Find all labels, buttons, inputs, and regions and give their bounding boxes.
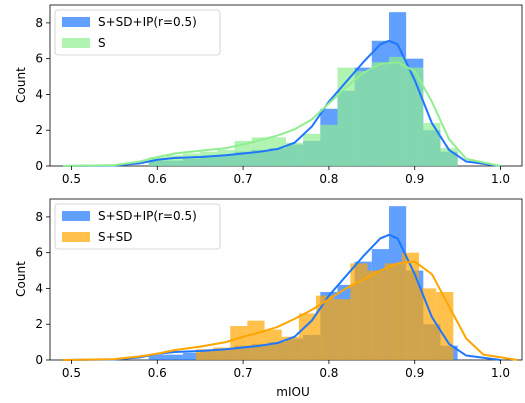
legend-swatch-bottom-series-2 <box>62 232 90 242</box>
bar-top-series-2-bin-17 <box>423 123 441 166</box>
y-tick-label-top-5: 8 <box>35 16 43 30</box>
legend-label-bottom-series-2: S+SD <box>98 230 133 244</box>
x-tick-label-bottom-5: 0.9 <box>405 366 424 380</box>
y-tick-label-bottom-4: 6 <box>35 246 43 260</box>
x-tick-label-top-1: 0.5 <box>62 172 81 186</box>
y-tick-label-top-4: 6 <box>35 52 43 66</box>
kde-line-top-series-2 <box>62 61 501 167</box>
bar-bottom-series-2-bin-3 <box>230 326 248 360</box>
kde-top <box>62 39 501 167</box>
bar-top-series-2-bin-3 <box>183 153 201 166</box>
kde-bottom <box>62 233 518 361</box>
bar-top-series-2-bin-10 <box>303 133 321 166</box>
legend-box-top <box>54 9 221 56</box>
x-tick-label-bottom-4: 0.8 <box>319 366 338 380</box>
axes-top: 0.5 0.6 0.7 0.8 0.9 1.0 0 2 4 6 8 <box>35 16 510 186</box>
y-tick-label-top-1: 0 <box>35 159 43 173</box>
bar-bottom-series-2-bin-6 <box>281 336 299 360</box>
x-tick-label-top-2: 0.6 <box>148 172 167 186</box>
legend-bottom: S+SD+IP(r=0.5) S+SD <box>54 203 221 250</box>
bar-top-series-2-bin-5 <box>217 149 235 166</box>
bar-top-series-2-bin-11 <box>320 124 338 166</box>
subplot-bottom: 0.5 0.6 0.7 0.8 0.9 1.0 0 2 4 6 8 Count mIOU S+SD+… <box>14 198 523 399</box>
bars-bottom <box>148 206 458 360</box>
x-tick-label-bottom-1: 0.5 <box>62 366 81 380</box>
bar-top-series-2-bin-8 <box>268 137 286 166</box>
subplot-top: 0.5 0.6 0.7 0.8 0.9 1.0 0 2 4 6 8 Count S+SD+IP(r=… <box>14 4 523 186</box>
bar-bottom-series-2-bin-14 <box>419 288 437 360</box>
bar-bottom-series-2-bin-9 <box>333 299 351 360</box>
y-tick-label-top-2: 2 <box>35 123 43 137</box>
xlabel-bottom: mIOU <box>276 385 309 399</box>
bar-bottom-series-2-bin-1 <box>195 349 214 360</box>
y-tick-label-bottom-5: 8 <box>35 210 43 224</box>
bar-top-series-2-bin-13 <box>354 71 372 166</box>
x-tick-label-bottom-2: 0.6 <box>148 366 167 380</box>
x-tick-label-bottom-3: 0.7 <box>234 366 253 380</box>
bar-top-series-2-bin-2 <box>165 155 184 166</box>
legend-label-top-series-1: S+SD+IP(r=0.5) <box>98 15 197 29</box>
y-tick-label-bottom-2: 2 <box>35 317 43 331</box>
kde-line-bottom-series-2 <box>62 260 518 361</box>
bar-top-series-2-bin-9 <box>286 142 304 166</box>
bar-top-series-2-bin-1 <box>148 157 166 166</box>
x-tick-label-top-5: 0.9 <box>405 172 424 186</box>
legend-box-bottom <box>54 203 221 250</box>
bar-bottom-series-2-bin-11 <box>367 270 385 360</box>
bar-bottom-series-1-bin-1 <box>148 354 166 360</box>
bar-top-series-2-bin-4 <box>200 151 218 166</box>
bar-bottom-series-2-bin-13 <box>401 252 420 360</box>
bar-bottom-series-2-bin-7 <box>298 313 317 360</box>
bar-bottom-series-1-bin-2 <box>165 354 184 360</box>
x-tick-label-top-3: 0.7 <box>234 172 253 186</box>
ylabel-top: Count <box>14 67 28 103</box>
y-tick-label-bottom-3: 4 <box>35 281 43 295</box>
bar-bottom-series-2-bin-5 <box>264 329 282 360</box>
bar-bottom-series-2-bin-10 <box>350 263 368 360</box>
bar-bottom-series-1-bin-3 <box>183 352 201 360</box>
bar-bottom-series-2-bin-12 <box>384 263 402 360</box>
legend-label-top-series-2: S <box>98 36 106 50</box>
bar-bottom-series-2-bin-8 <box>316 295 334 360</box>
y-tick-label-top-3: 4 <box>35 87 43 101</box>
y-tick-label-bottom-1: 0 <box>35 353 43 367</box>
bar-bottom-series-2-bin-4 <box>247 320 265 360</box>
legend-label-bottom-series-1: S+SD+IP(r=0.5) <box>98 209 197 223</box>
x-tick-label-top-6: 1.0 <box>491 172 510 186</box>
x-tick-label-top-4: 0.8 <box>319 172 338 186</box>
bar-top-series-2-bin-15 <box>388 56 407 166</box>
legend-swatch-top-series-2 <box>62 38 90 48</box>
bar-top-series-2-bin-14 <box>371 62 389 166</box>
x-tick-label-bottom-6: 1.0 <box>491 366 510 380</box>
kde-line-top-series-1 <box>62 39 501 167</box>
bars-top <box>148 12 458 166</box>
legend-swatch-top-series-1 <box>62 17 90 27</box>
axes-bottom: 0.5 0.6 0.7 0.8 0.9 1.0 0 2 4 6 8 <box>35 210 510 380</box>
kde-line-bottom-series-1 <box>62 233 501 361</box>
legend-top: S+SD+IP(r=0.5) S <box>54 9 221 56</box>
ylabel-bottom: Count <box>14 261 28 297</box>
legend-swatch-bottom-series-1 <box>62 211 90 221</box>
